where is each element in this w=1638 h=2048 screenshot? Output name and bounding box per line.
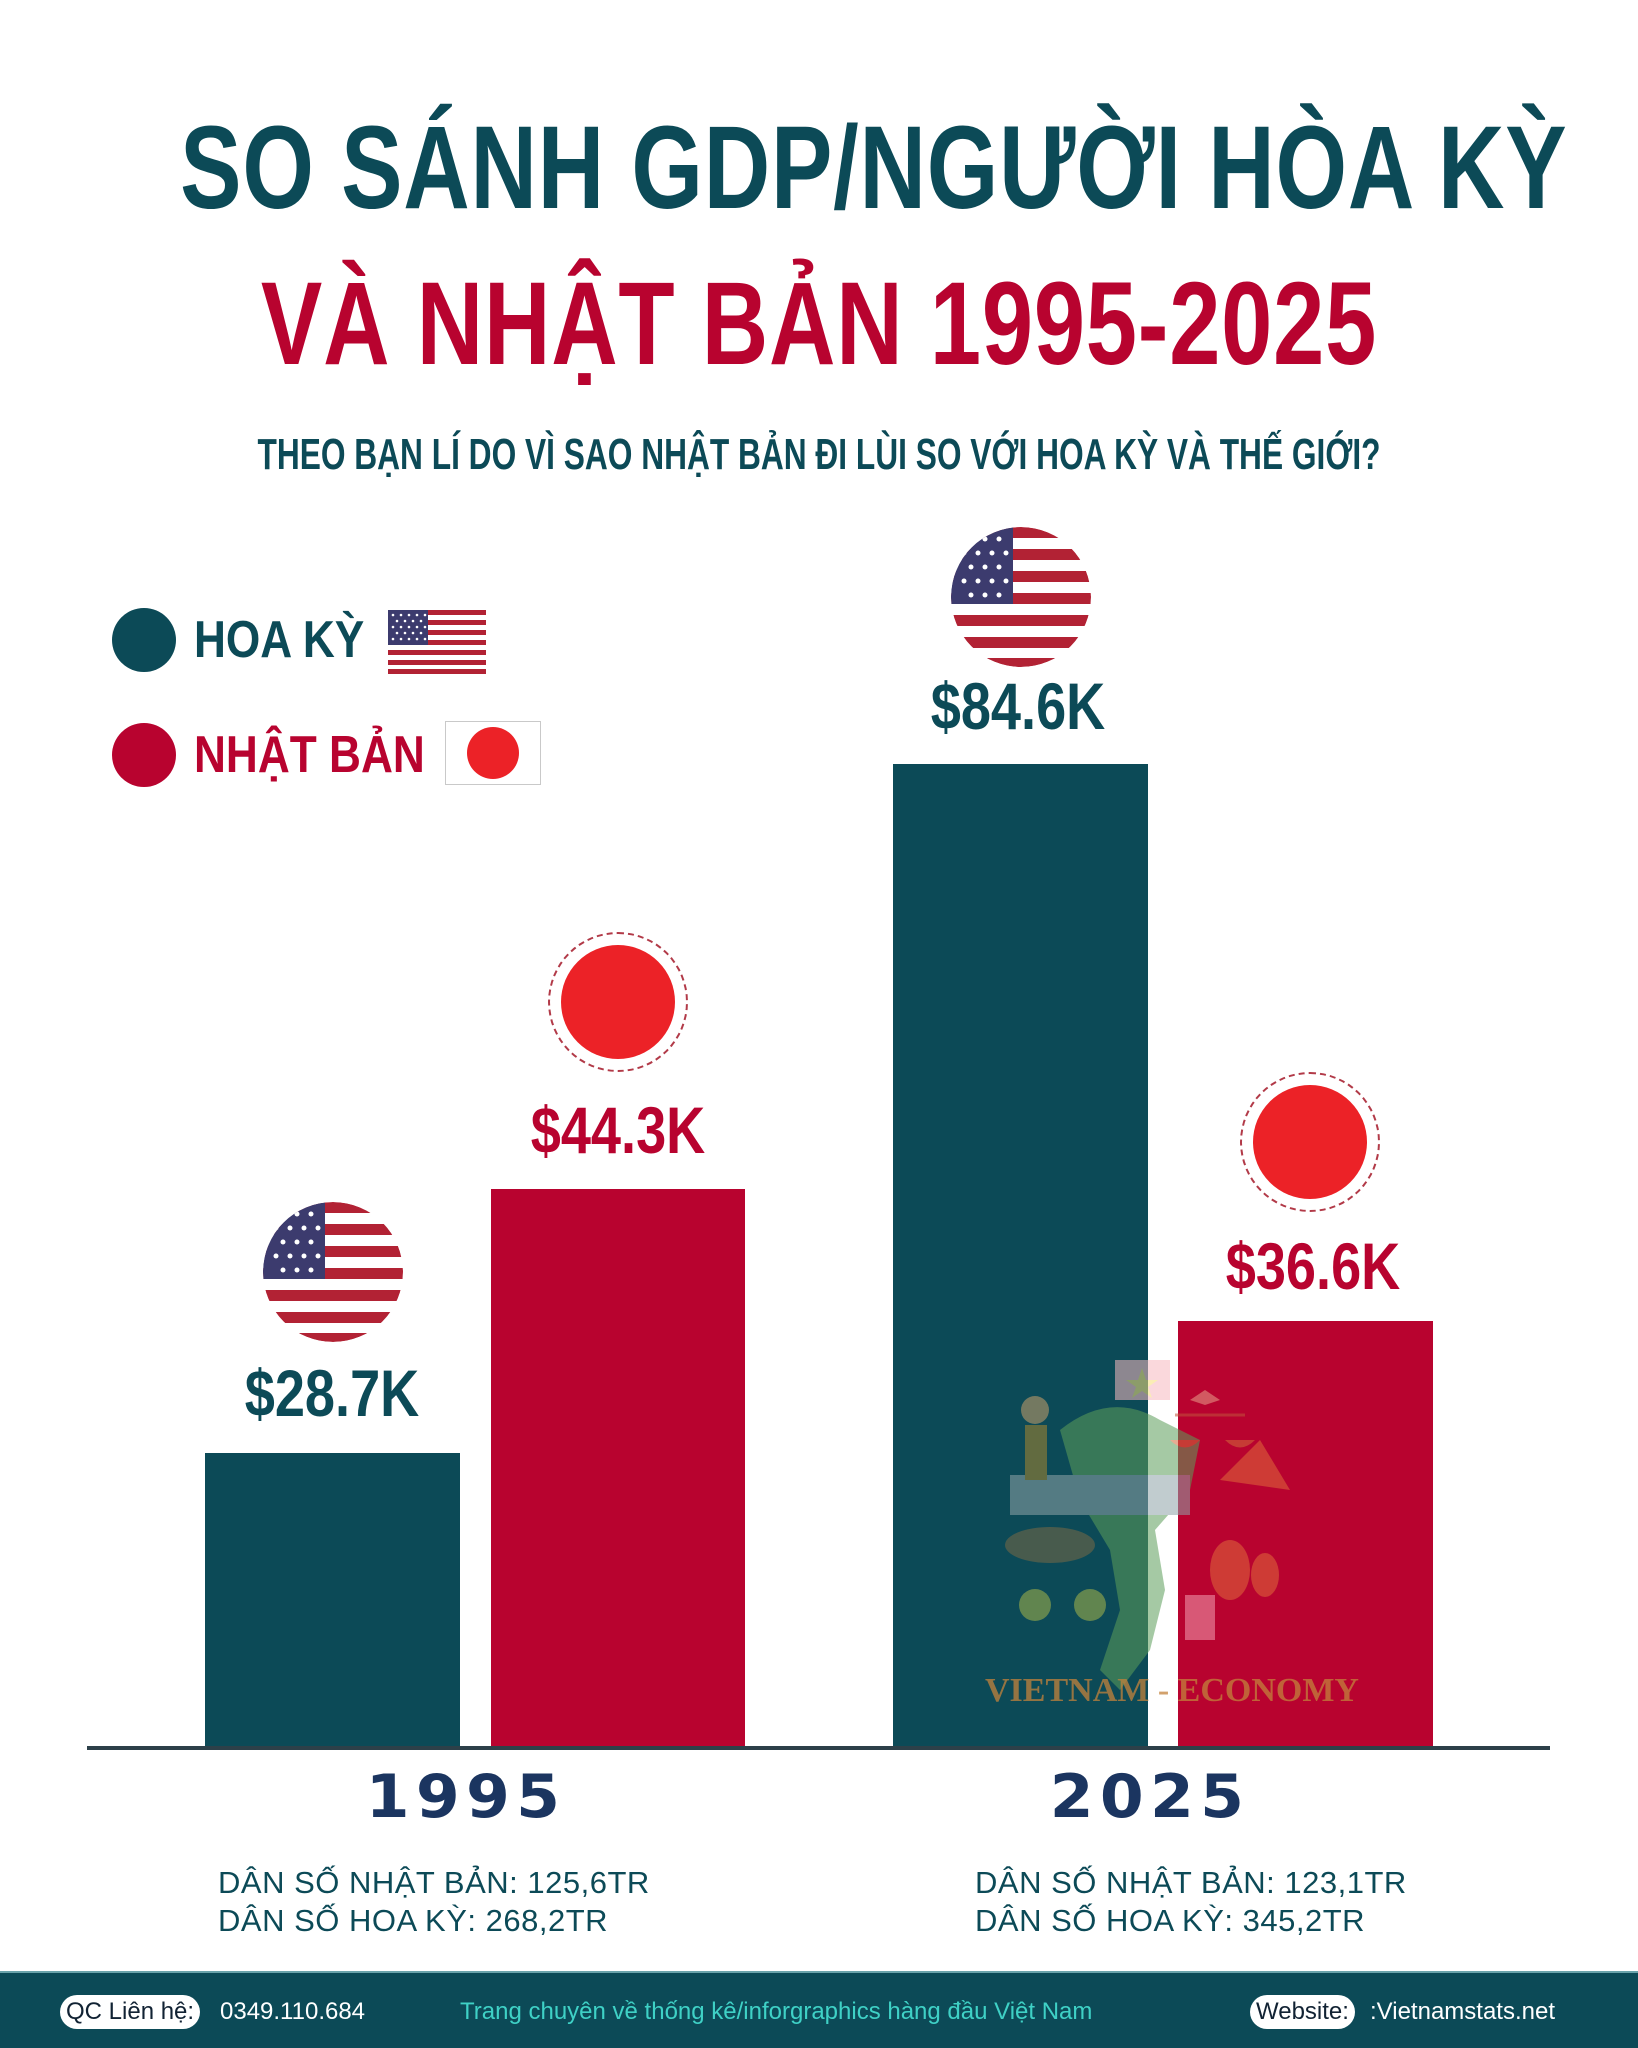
- legend-label-us: HOA KỲ: [194, 611, 365, 669]
- page-title-line-2: VÀ NHẬT BẢN 1995-2025: [260, 258, 1378, 390]
- x-axis-baseline: [87, 1746, 1550, 1750]
- legend-item-us: HOA KỲ: [112, 608, 394, 672]
- population-japan-1995: DÂN SỐ NHẬT BẢN: 125,6TR: [218, 1865, 650, 1900]
- footer-bar: QC Liên hệ: 0349.110.684 Trang chuyên về…: [0, 1971, 1638, 2048]
- website-link[interactable]: :Vietnamstats.net: [1370, 1998, 1555, 2025]
- bar-us-1995: [205, 1453, 460, 1749]
- population-note-1995: DÂN SỐ NHẬT BẢN: 125,6TR DÂN SỐ HOA KỲ: …: [218, 1864, 650, 1940]
- population-note-2025: DÂN SỐ NHẬT BẢN: 123,1TR DÂN SỐ HOA KỲ: …: [975, 1864, 1407, 1940]
- us-flag-circle-icon: [951, 527, 1091, 667]
- legend-label-japan: NHẬT BẢN: [194, 726, 425, 784]
- japan-flag-circle-icon: [548, 932, 688, 1072]
- watermark-text: VIETNAM - ECONOMY: [985, 1672, 1359, 1709]
- contact-phone[interactable]: 0349.110.684: [220, 1998, 366, 2025]
- value-label-us-2025: $84.6K: [930, 669, 1106, 743]
- x-axis-label-2025: 2025: [1049, 1762, 1251, 1832]
- us-flag-circle-icon: [263, 1202, 403, 1342]
- population-us-2025: DÂN SỐ HOA KỲ: 345,2TR: [975, 1903, 1366, 1938]
- footer-tagline: Trang chuyên về thống kê/inforgraphics h…: [460, 1998, 1093, 2025]
- population-us-1995: DÂN SỐ HOA KỲ: 268,2TR: [218, 1903, 609, 1938]
- bar-us-2025: [893, 764, 1148, 1749]
- bar-japan-2025: [1178, 1321, 1433, 1749]
- page-subtitle: THEO BẠN LÍ DO VÌ SAO NHẬT BẢN ĐI LÙI SO…: [257, 430, 1381, 479]
- legend-item-japan: NHẬT BẢN: [112, 723, 466, 787]
- legend-dot-japan: [112, 723, 176, 787]
- population-japan-2025: DÂN SỐ NHẬT BẢN: 123,1TR: [975, 1865, 1407, 1900]
- page-title: SO SÁNH GDP/NGƯỜI HÒA KỲ: [180, 102, 1568, 234]
- contact-label: QC Liên hệ:: [60, 1995, 201, 2029]
- japan-flag-circle-icon: [1240, 1072, 1380, 1212]
- value-label-japan-2025: $36.6K: [1225, 1229, 1401, 1303]
- x-axis-label-1995: 1995: [365, 1762, 567, 1832]
- value-label-us-1995: $28.7K: [244, 1356, 420, 1430]
- us-flag-icon: [388, 610, 486, 674]
- website-label: Website:: [1250, 1995, 1355, 2029]
- legend-dot-us: [112, 608, 176, 672]
- value-label-japan-1995: $44.3K: [530, 1093, 706, 1167]
- bar-japan-1995: [491, 1189, 745, 1749]
- japan-flag-icon: [445, 721, 541, 785]
